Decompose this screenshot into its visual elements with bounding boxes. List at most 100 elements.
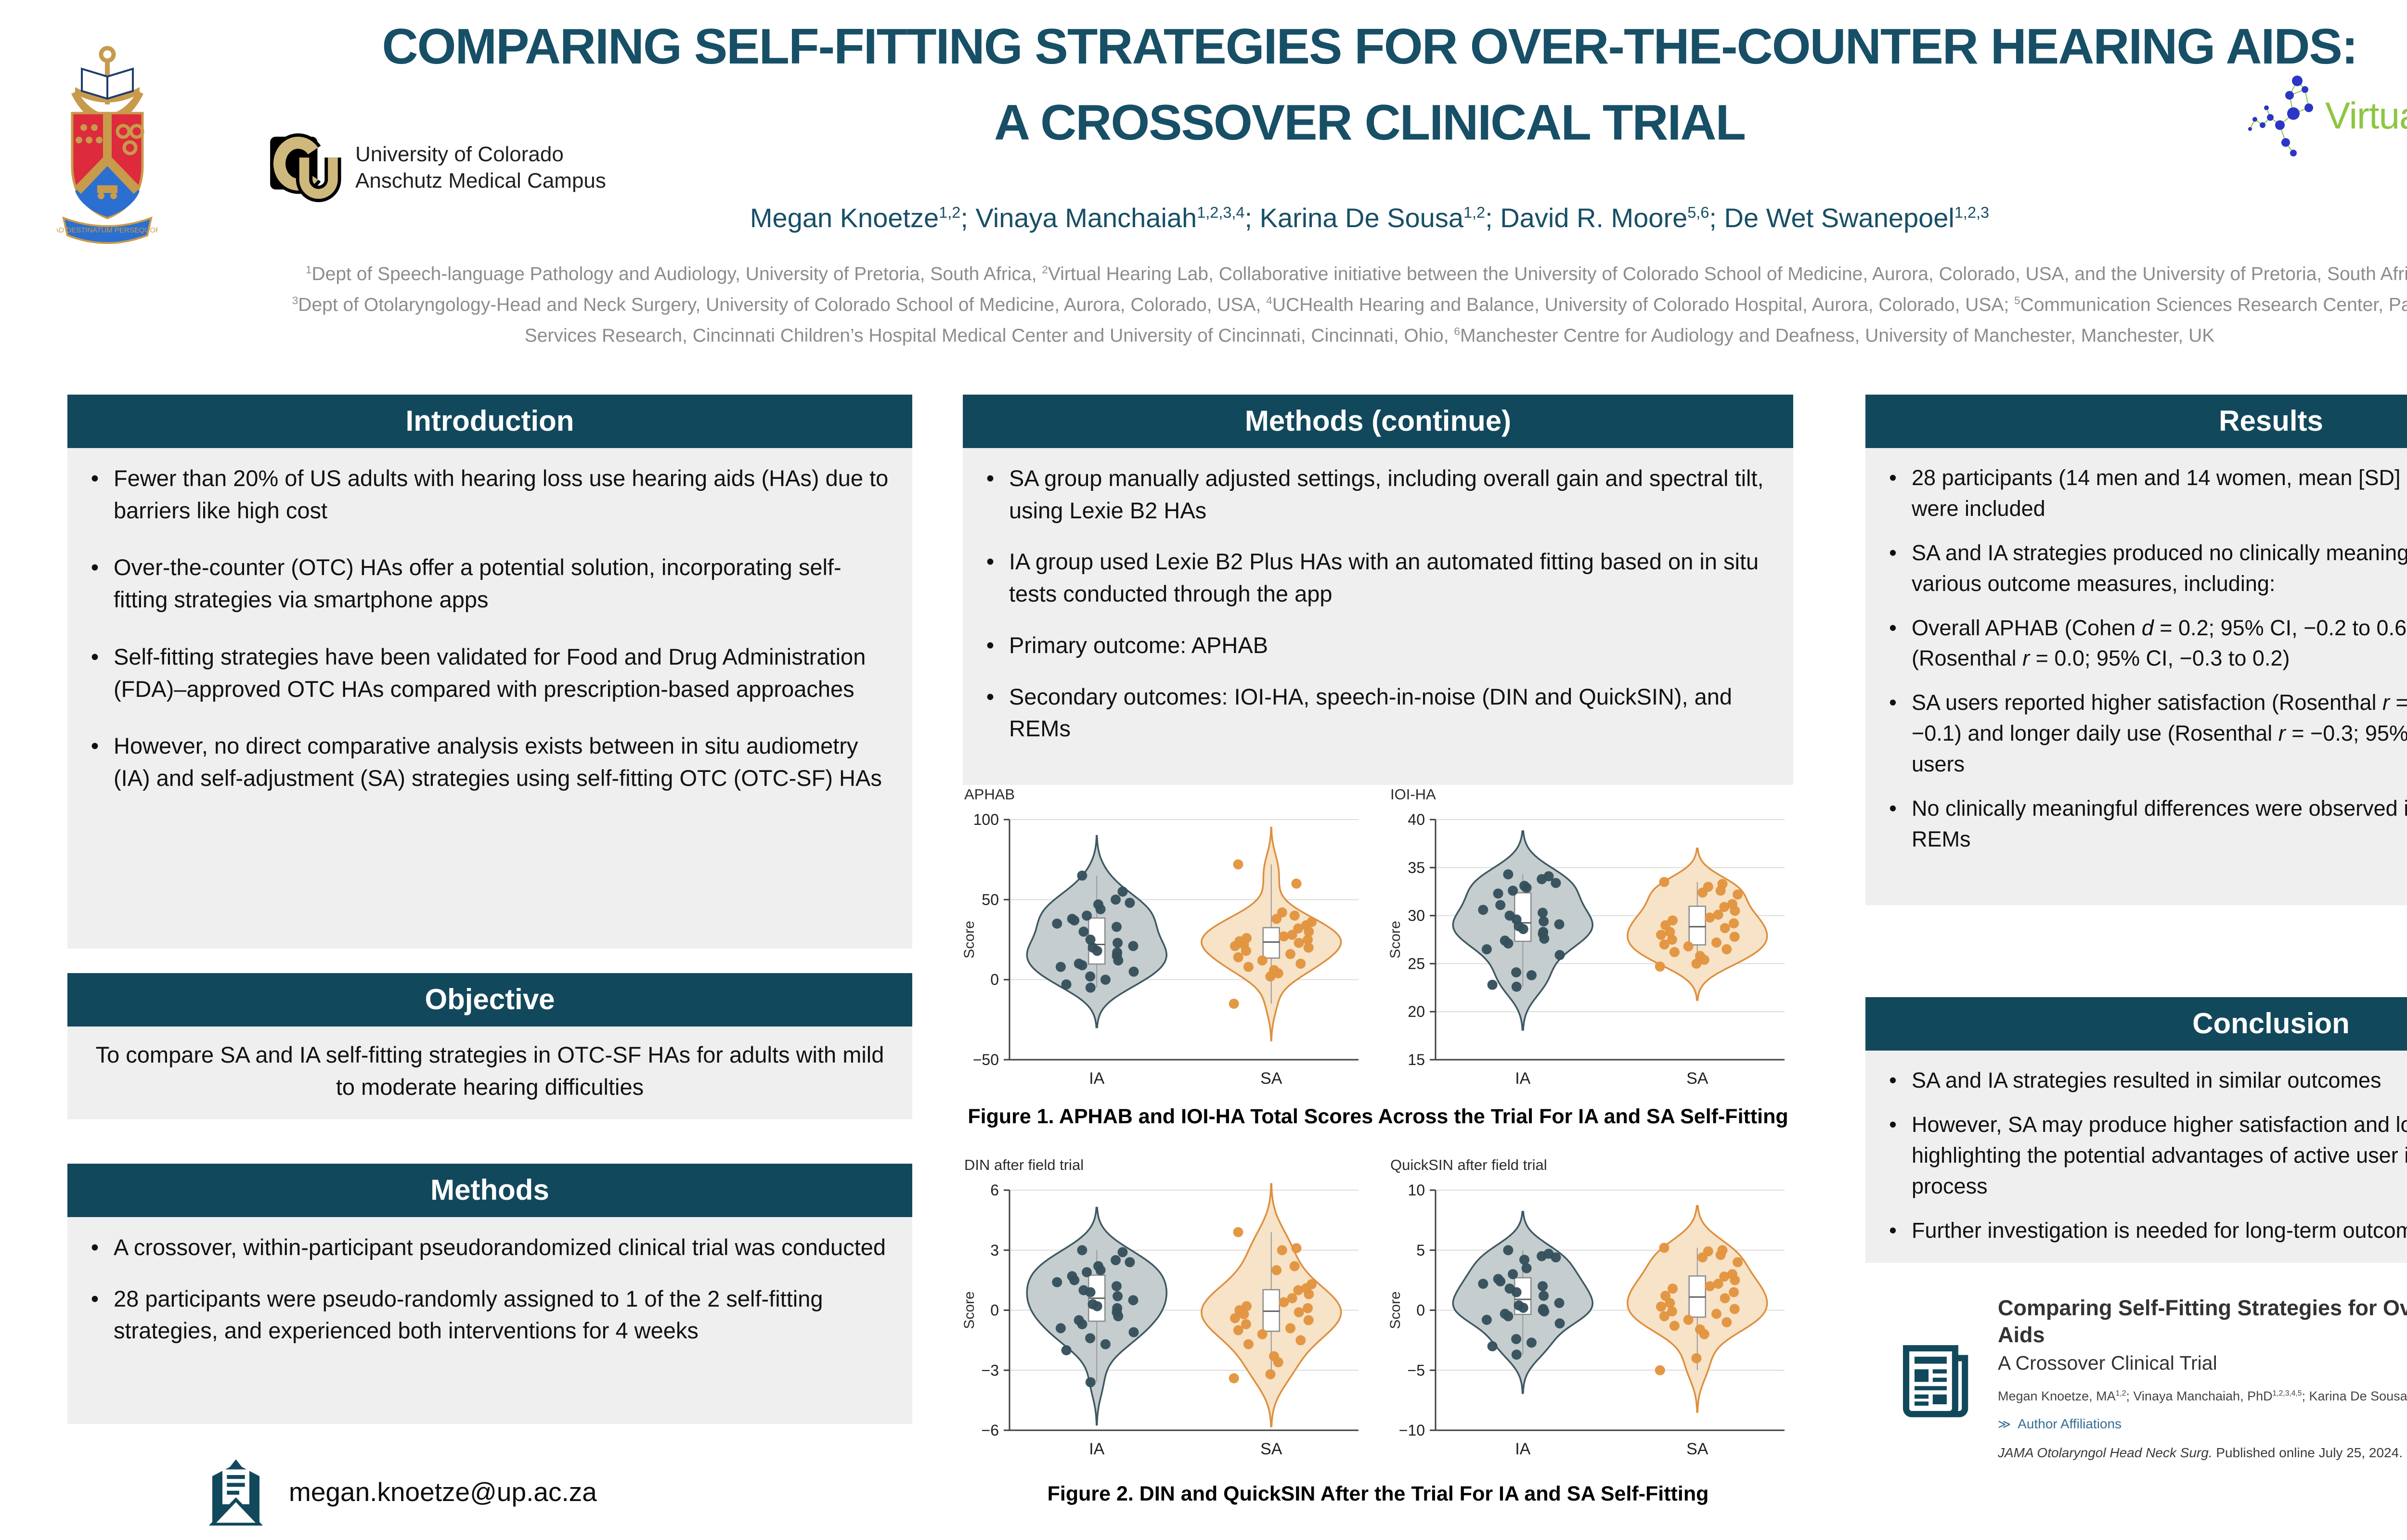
journal-citation-card: Comparing Self-Fitting Strategies for Ov… <box>1894 1295 2407 1461</box>
section-introduction-header: Introduction <box>67 395 912 448</box>
section-introduction: Introduction • Fewer than 20% of US adul… <box>67 395 912 949</box>
bullet-dot: • <box>91 643 99 669</box>
affiliation-line-1: 1Dept of Speech-language Pathology and A… <box>305 264 2407 284</box>
svg-text:IA: IA <box>1089 1069 1104 1088</box>
poster-title-line1: COMPARING SELF-FITTING STRATEGIES FOR OV… <box>382 19 2358 75</box>
methods-bullet-2: 28 participants were pseudo-randomly ass… <box>114 1285 823 1344</box>
conclusion-bullet-2: However, SA may produce higher satisfact… <box>1912 1112 2407 1198</box>
list-item: • However, SA may produce higher satisfa… <box>1874 1109 2407 1202</box>
section-methods-continue-body: • SA group manually adjusted settings, i… <box>963 448 1793 785</box>
citation-title: Comparing Self-Fitting Strategies for Ov… <box>1998 1296 2407 1348</box>
list-item: • SA and IA strategies resulted in simil… <box>1874 1065 2407 1096</box>
methods2-bullet-1: SA group manually adjusted settings, inc… <box>1009 465 1764 523</box>
section-conclusion: Conclusion • SA and IA strategies result… <box>1865 997 2407 1263</box>
section-objective-header: Objective <box>67 973 912 1027</box>
conclusion-bullet-3: Further investigation is needed for long… <box>1912 1218 2407 1243</box>
bullet-dot: • <box>1889 615 1897 640</box>
cu-logo-line1: University of Colorado <box>355 142 564 166</box>
bullet-dot: • <box>91 1285 99 1311</box>
section-methods-continue-header: Methods (continue) <box>963 395 1793 448</box>
intro-bullet-4: However, no direct comparative analysis … <box>114 733 882 791</box>
affiliation-line-2: 3Dept of Otolaryngology-Head and Neck Su… <box>292 295 2407 315</box>
svg-text:DIN after field trial: DIN after field trial <box>964 1156 1084 1173</box>
vhl-word-virtual: Virtual <box>2325 94 2407 137</box>
svg-text:15: 15 <box>1408 1051 1425 1068</box>
up-motto: AD DESTINATUM PERSEQUOR <box>57 226 158 234</box>
svg-text:IA: IA <box>1089 1440 1104 1458</box>
citation-text-block: Comparing Self-Fitting Strategies for Ov… <box>1998 1295 2407 1461</box>
figure2-caption: Figure 2. DIN and QuickSIN After the Tri… <box>1047 1482 1709 1505</box>
section-results-header: Results <box>1865 395 2407 448</box>
list-item: • IA group used Lexie B2 Plus HAs with a… <box>971 546 1777 610</box>
conclusion-bullet-1: SA and IA strategies resulted in similar… <box>1912 1068 2381 1092</box>
methods2-bullet-2: IA group used Lexie B2 Plus HAs with an … <box>1009 549 1759 607</box>
citation-journal-line: JAMA Otolaryngol Head Neck Surg. Publish… <box>1998 1445 2407 1460</box>
svg-text:Score: Score <box>1387 1291 1403 1329</box>
list-item: • No clinically meaningful differences w… <box>1874 793 2407 855</box>
vhl-dots-icon <box>2248 76 2313 156</box>
svg-text:20: 20 <box>1408 1003 1425 1020</box>
list-item: • Secondary outcomes: IOI-HA, speech-in-… <box>971 681 1777 745</box>
methods2-bullet-3: Primary outcome: APHAB <box>1009 632 1268 658</box>
bullet-dot: • <box>91 465 99 491</box>
list-item: • Fewer than 20% of US adults with heari… <box>76 462 896 526</box>
svg-text:30: 30 <box>1408 907 1425 924</box>
section-results-body: • 28 participants (14 men and 14 women, … <box>1865 448 2407 905</box>
svg-text:−50: −50 <box>973 1051 999 1068</box>
bullet-dot: • <box>1889 796 1897 821</box>
section-conclusion-body: • SA and IA strategies resulted in simil… <box>1865 1051 2407 1263</box>
author-affiliations-label: Author Affiliations <box>2018 1416 2122 1431</box>
svg-text:Score: Score <box>1387 921 1403 958</box>
methods2-bullet-4: Secondary outcomes: IOI-HA, speech-in-no… <box>1009 683 1733 742</box>
bullet-dot: • <box>986 683 995 709</box>
svg-text:40: 40 <box>1408 811 1425 828</box>
section-results: Results • 28 participants (14 men and 14… <box>1865 395 2407 905</box>
svg-text:QuickSIN after field trial: QuickSIN after field trial <box>1390 1156 1547 1173</box>
contact-email[interactable]: megan.knoetze@up.ac.za <box>289 1477 597 1507</box>
university-of-pretoria-crest-logo: AD DESTINATUM PERSEQUOR <box>54 41 161 248</box>
section-conclusion-header: Conclusion <box>1865 997 2407 1051</box>
violin-chart-aphab: APHAB Score −50 0 50 100 IA SA <box>960 782 1367 1097</box>
authors-line: Megan Knoetze1,2; Vinaya Manchaiah1,2,3,… <box>750 203 1990 233</box>
results-bullet-4: SA users reported higher satisfaction (R… <box>1912 690 2407 777</box>
bullet-dot: • <box>986 549 995 575</box>
bullet-dot: • <box>1889 1112 1897 1137</box>
affiliation-line-3: Services Research, Cincinnati Children’s… <box>524 325 2215 346</box>
list-item: • Over-the-counter (OTC) HAs offer a pot… <box>76 552 896 616</box>
section-objective-body: To compare SA and IA self-fitting strate… <box>67 1027 912 1120</box>
svg-text:3: 3 <box>990 1242 999 1259</box>
list-item: • SA users reported higher satisfaction … <box>1874 687 2407 780</box>
svg-text:−3: −3 <box>982 1361 999 1379</box>
contact-row: megan.knoetze@up.ac.za <box>207 1458 597 1526</box>
bullet-dot: • <box>1889 1218 1897 1243</box>
svg-text:IA: IA <box>1515 1069 1530 1088</box>
svg-text:IA: IA <box>1515 1440 1530 1458</box>
list-item: • Further investigation is needed for lo… <box>1874 1215 2407 1246</box>
section-methods-header: Methods <box>67 1164 912 1217</box>
bullet-dot: • <box>986 632 995 658</box>
svg-text:SA: SA <box>1260 1069 1282 1088</box>
bullet-dot: • <box>91 554 99 580</box>
list-item: • However, no direct comparative analysi… <box>76 730 896 794</box>
newspaper-icon <box>1903 1345 1968 1417</box>
svg-text:Score: Score <box>961 921 977 958</box>
bullet-dot: • <box>91 733 99 759</box>
results-bullet-1: 28 participants (14 men and 14 women, me… <box>1912 465 2407 521</box>
author-affiliations-link[interactable]: ≫ Author Affiliations <box>1998 1416 2407 1432</box>
svg-text:0: 0 <box>990 971 999 988</box>
violin-chart-quicksin: QuickSIN after field trial Score −10 −5 0 5 10… <box>1386 1153 1793 1468</box>
list-item: • 28 participants were pseudo-randomly a… <box>76 1283 896 1347</box>
svg-text:Score: Score <box>961 1291 977 1329</box>
figure1-caption: Figure 1. APHAB and IOI-HA Total Scores … <box>968 1105 1788 1128</box>
svg-text:10: 10 <box>1408 1181 1425 1199</box>
bullet-dot: • <box>986 465 995 491</box>
svg-text:50: 50 <box>982 891 999 908</box>
list-item: • Self-fitting strategies have been vali… <box>76 641 896 705</box>
svg-text:IOI-HA: IOI-HA <box>1390 786 1436 803</box>
methods-bullet-1: A crossover, within-participant pseudora… <box>114 1234 886 1260</box>
intro-bullet-1: Fewer than 20% of US adults with hearing… <box>114 465 889 523</box>
double-chevron-icon: ≫ <box>1998 1416 2011 1431</box>
svg-text:SA: SA <box>1686 1069 1708 1088</box>
